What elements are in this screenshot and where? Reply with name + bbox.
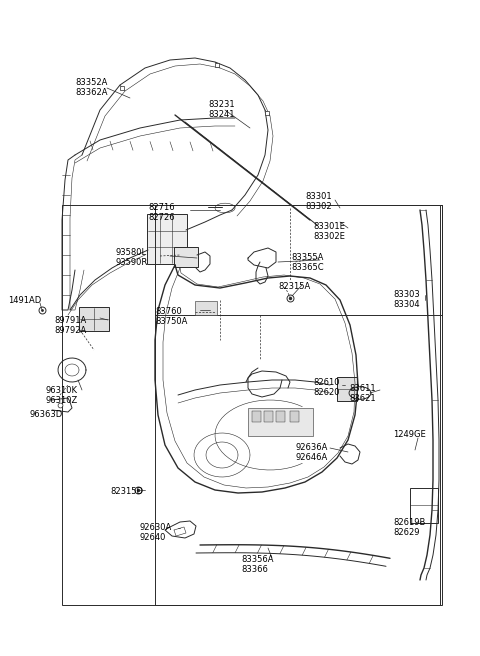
Bar xyxy=(248,408,313,436)
Text: 82315D: 82315D xyxy=(110,487,143,496)
Bar xyxy=(410,488,438,523)
Text: 1491AD: 1491AD xyxy=(8,296,41,305)
Text: 83301E
83302E: 83301E 83302E xyxy=(313,222,345,241)
Text: 83611
83621: 83611 83621 xyxy=(349,384,376,403)
FancyBboxPatch shape xyxy=(337,377,357,401)
Text: 89791A
89792A: 89791A 89792A xyxy=(54,316,86,335)
Bar xyxy=(276,411,285,422)
Text: 83355A
83365C: 83355A 83365C xyxy=(291,253,324,272)
Bar xyxy=(264,411,273,422)
Text: 82716
82726: 82716 82726 xyxy=(148,203,175,222)
Bar xyxy=(155,205,442,315)
Text: 83301
83302: 83301 83302 xyxy=(305,192,332,211)
Text: 83303
83304: 83303 83304 xyxy=(393,290,420,310)
Text: 96310K
96310Z: 96310K 96310Z xyxy=(46,386,78,405)
Bar xyxy=(290,411,299,422)
Text: 82619B
82629: 82619B 82629 xyxy=(393,518,425,537)
Bar xyxy=(252,411,261,422)
Text: 82610
82620: 82610 82620 xyxy=(313,378,339,398)
Text: 83352A
83362A: 83352A 83362A xyxy=(75,78,108,97)
FancyBboxPatch shape xyxy=(147,214,187,264)
Text: 83760
83750A: 83760 83750A xyxy=(155,307,187,327)
Text: 96363D: 96363D xyxy=(30,410,63,419)
FancyBboxPatch shape xyxy=(79,307,109,331)
Text: 1249GE: 1249GE xyxy=(393,430,426,439)
Text: 83356A
83366: 83356A 83366 xyxy=(241,555,274,575)
FancyBboxPatch shape xyxy=(174,247,198,267)
Text: 83231
83241: 83231 83241 xyxy=(208,100,235,119)
FancyBboxPatch shape xyxy=(195,301,217,315)
Bar xyxy=(62,205,442,605)
Text: 92636A
92646A: 92636A 92646A xyxy=(295,443,327,462)
Text: 93580L
93590R: 93580L 93590R xyxy=(115,248,147,268)
Text: 82315A: 82315A xyxy=(278,282,310,291)
Text: 92630A
92640: 92630A 92640 xyxy=(140,523,172,543)
